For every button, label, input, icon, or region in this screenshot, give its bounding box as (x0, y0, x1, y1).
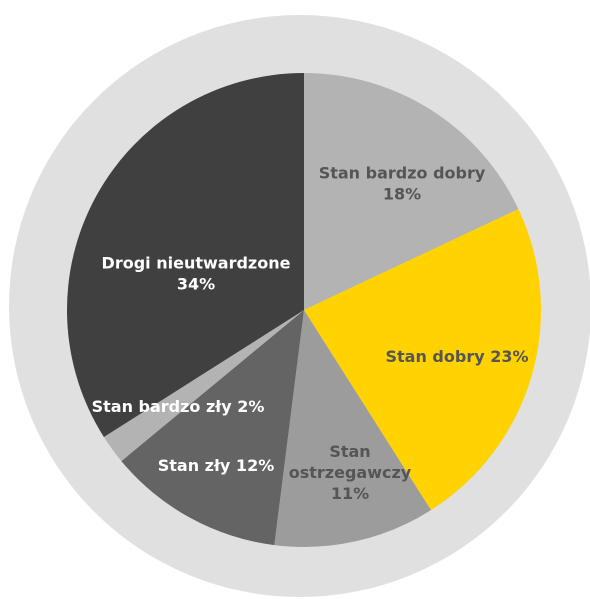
slice-label-1: Stan dobry 23% (385, 347, 528, 366)
slice-label-5-line-1: 34% (177, 275, 215, 294)
slice-label-5-line-0: Drogi nieutwardzone (102, 254, 291, 273)
pie-slice-3 (121, 310, 304, 546)
slice-label-1-line-0: Stan dobry 23% (385, 347, 528, 366)
pie-slice-4 (103, 310, 304, 462)
slice-label-0-line-1: 18% (383, 185, 421, 204)
slice-label-0-line-0: Stan bardzo dobry (319, 164, 486, 183)
slice-label-0: Stan bardzo dobry 18% (319, 164, 486, 204)
slice-label-3: Stan zły 12% (158, 456, 274, 475)
pie-slice-1 (304, 209, 541, 511)
slice-label-4: Stan bardzo zły 2% (92, 397, 265, 416)
pie-slice-0 (304, 73, 519, 310)
pie-labels: Stan bardzo dobry 18% Stan dobry 23% Stan os… (92, 164, 529, 504)
pie-slice-2 (274, 310, 431, 547)
pie-slice-5 (66, 72, 304, 437)
slice-label-3-line-0: Stan zły 12% (158, 456, 274, 475)
slice-label-5: Drogi nieutwardzone 34% (102, 254, 291, 294)
slice-label-2-line-1: ostrzegawczy (289, 463, 412, 482)
slice-label-2-line-2: 11% (331, 484, 369, 503)
slice-label-2: Stan ostrzegawczy 11% (289, 442, 412, 503)
slice-label-2-line-0: Stan (329, 442, 370, 461)
slice-label-4-line-0: Stan bardzo zły 2% (92, 397, 265, 416)
pie-slices (66, 72, 541, 547)
